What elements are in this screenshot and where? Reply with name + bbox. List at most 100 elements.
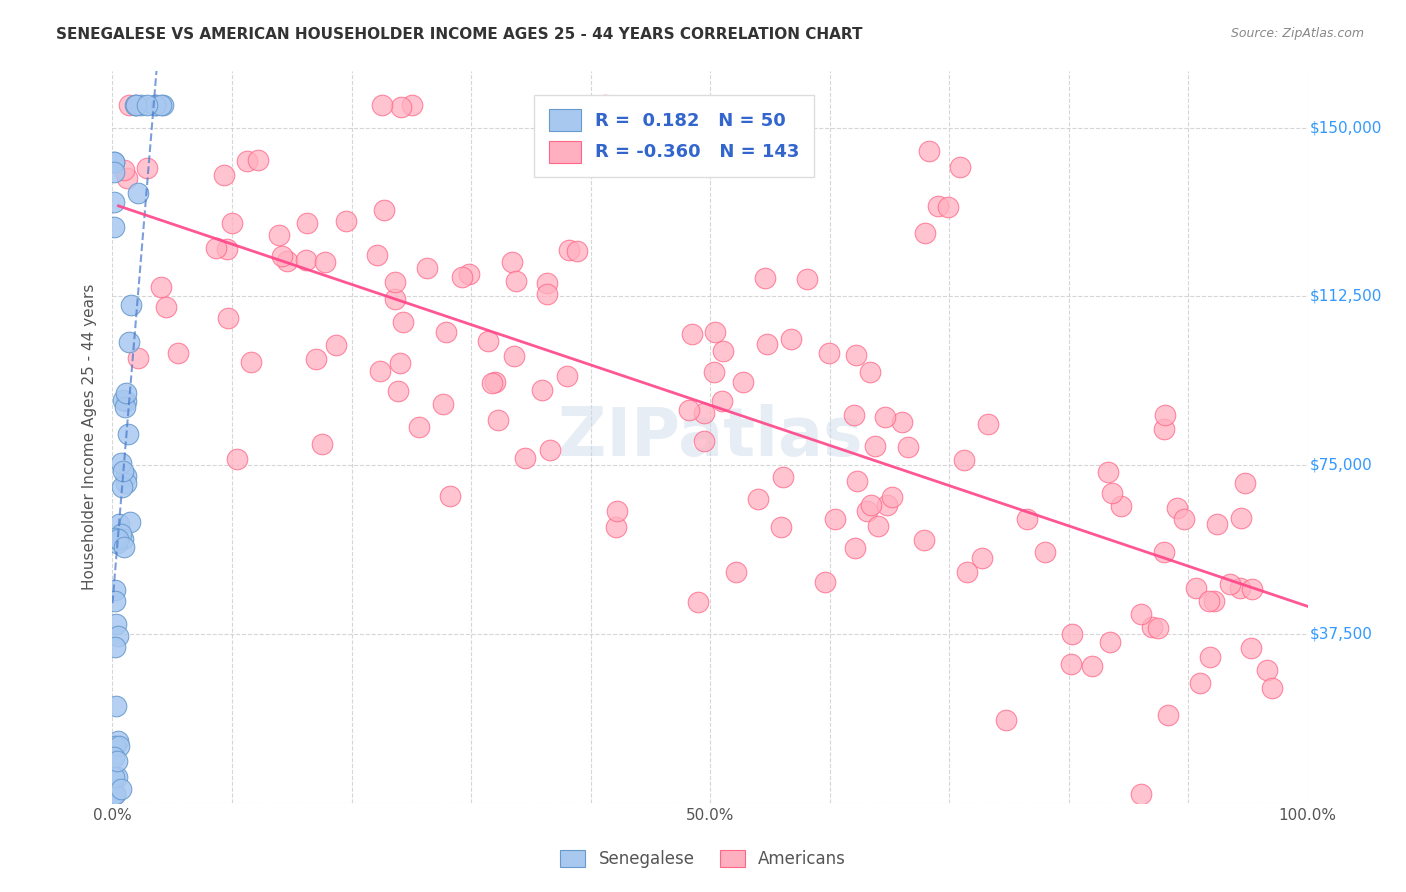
Point (107, 733, 129, 747)
Point (135, 98, 157, 112)
Point (221, 216, 243, 230)
Point (104, 787, 127, 801)
Point (267, 228, 290, 243)
Text: ZIPatlas: ZIPatlas (558, 404, 862, 470)
Point (104, 787, 127, 801)
Point (104, 699, 127, 714)
Point (389, 100, 412, 114)
Point (103, 194, 125, 209)
Point (104, 583, 127, 598)
Point (103, 770, 125, 784)
Point (103, 165, 125, 179)
Point (111, 464, 134, 478)
Point (1101, 485, 1123, 500)
Point (368, 364, 391, 378)
Point (842, 408, 865, 422)
Point (536, 277, 558, 291)
Point (859, 498, 882, 512)
Point (108, 739, 131, 753)
Point (212, 169, 235, 183)
Point (855, 504, 877, 518)
Point (538, 442, 561, 457)
Text: $112,500: $112,500 (1310, 289, 1382, 304)
Point (769, 520, 792, 534)
Point (772, 470, 794, 484)
Point (112, 533, 135, 547)
Point (605, 520, 627, 534)
Point (1111, 500, 1133, 514)
Point (703, 365, 725, 379)
Point (105, 754, 128, 768)
Point (1153, 544, 1175, 558)
Point (477, 334, 499, 348)
Point (1189, 676, 1212, 690)
Point (505, 274, 527, 288)
Point (295, 253, 318, 268)
Point (970, 550, 993, 565)
Point (391, 315, 413, 329)
Point (927, 199, 949, 213)
Point (432, 397, 454, 411)
Point (936, 200, 959, 214)
Point (120, 515, 142, 529)
Y-axis label: Householder Income Ages 25 - 44 years: Householder Income Ages 25 - 44 years (82, 284, 97, 591)
Point (1129, 607, 1152, 621)
Point (1140, 620, 1163, 634)
Point (1166, 501, 1188, 516)
Point (111, 480, 134, 494)
Point (824, 511, 846, 525)
Point (481, 376, 503, 390)
Point (127, 351, 149, 365)
Point (1099, 635, 1122, 649)
Point (205, 241, 228, 255)
Point (1256, 663, 1278, 677)
Point (711, 343, 734, 358)
Point (1261, 681, 1284, 696)
Point (704, 326, 727, 340)
Point (150, 280, 173, 294)
Point (118, 335, 141, 350)
Text: SENEGALESE VS AMERICAN HOUSEHOLDER INCOME AGES 25 - 44 YEARS CORRELATION CHART: SENEGALESE VS AMERICAN HOUSEHOLDER INCOM… (56, 27, 863, 42)
Point (756, 337, 779, 351)
Point (103, 154, 125, 169)
Point (115, 171, 138, 186)
Point (880, 490, 903, 504)
Point (111, 392, 134, 407)
Point (536, 286, 558, 301)
Point (949, 160, 972, 174)
Point (558, 243, 581, 257)
Point (693, 434, 716, 449)
Point (107, 629, 129, 643)
Point (125, 98, 148, 112)
Point (897, 440, 920, 454)
Point (1156, 707, 1178, 722)
Point (1240, 641, 1263, 656)
Point (484, 375, 506, 389)
Point (501, 254, 523, 268)
Point (1060, 657, 1083, 672)
Point (311, 437, 333, 451)
Point (118, 98, 141, 112)
Point (450, 270, 472, 285)
Point (845, 348, 868, 362)
Point (103, 155, 125, 169)
Point (876, 498, 898, 512)
Point (112, 163, 135, 178)
Text: $75,000: $75,000 (1310, 458, 1372, 473)
Point (167, 346, 190, 360)
Point (401, 98, 423, 112)
Point (115, 385, 138, 400)
Point (143, 98, 166, 112)
Point (1233, 476, 1256, 491)
Point (531, 383, 554, 397)
Point (110, 456, 132, 470)
Point (873, 409, 896, 424)
Point (912, 533, 935, 547)
Point (779, 332, 801, 346)
Point (295, 216, 318, 230)
Point (1185, 581, 1208, 595)
Point (731, 376, 754, 390)
Point (724, 565, 747, 579)
Point (114, 393, 136, 408)
Point (371, 98, 394, 112)
